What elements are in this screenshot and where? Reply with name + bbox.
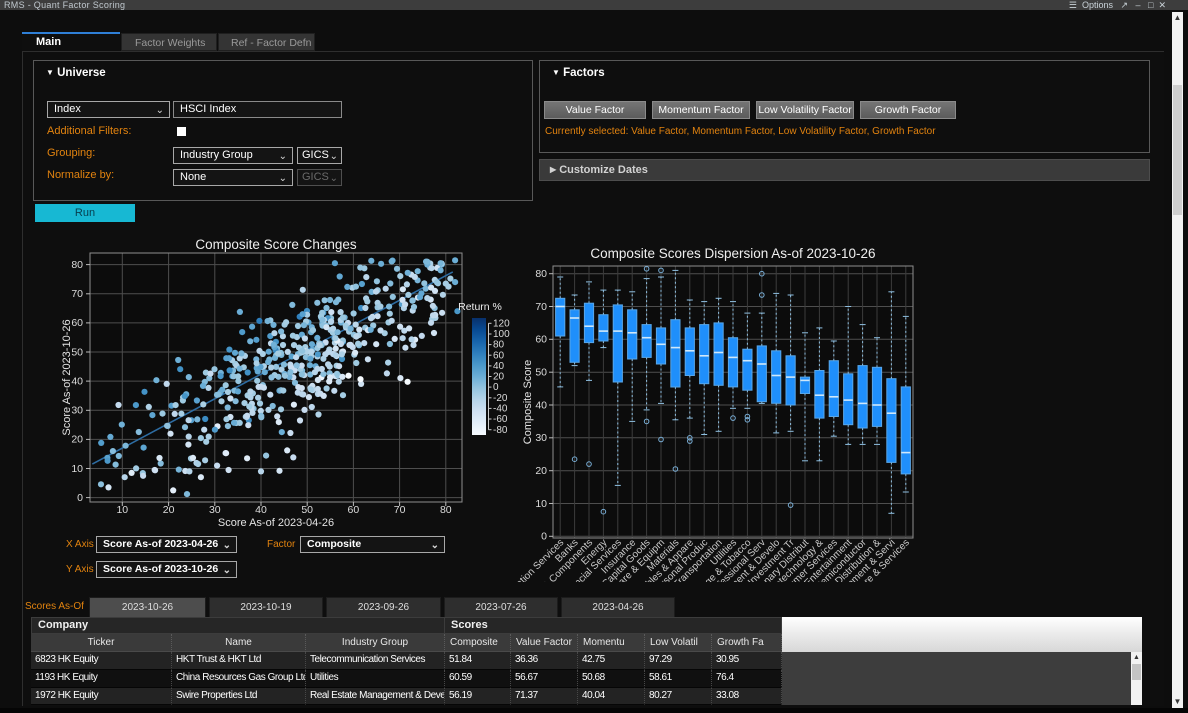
svg-text:20: 20 [535, 465, 547, 477]
svg-text:80: 80 [71, 259, 83, 271]
svg-text:70: 70 [394, 504, 406, 516]
svg-text:20: 20 [71, 434, 83, 446]
svg-text:50: 50 [535, 366, 547, 378]
svg-text:30: 30 [209, 504, 221, 516]
svg-text:10: 10 [71, 463, 83, 475]
svg-text:Return %: Return % [458, 301, 502, 313]
svg-text:30: 30 [535, 432, 547, 444]
svg-text:0: 0 [493, 382, 499, 393]
svg-text:0: 0 [77, 492, 83, 504]
svg-text:50: 50 [301, 504, 313, 516]
svg-text:Composite Score Changes: Composite Score Changes [195, 237, 357, 252]
svg-text:Composite Score: Composite Score [522, 360, 534, 444]
svg-text:80: 80 [493, 340, 505, 351]
svg-text:-80: -80 [493, 425, 508, 436]
svg-text:40: 40 [493, 361, 505, 372]
svg-text:60: 60 [71, 317, 83, 329]
svg-text:50: 50 [71, 346, 83, 358]
svg-text:Score As-of 2023-04-26: Score As-of 2023-04-26 [218, 517, 334, 529]
svg-text:0: 0 [541, 531, 547, 543]
svg-text:60: 60 [348, 504, 360, 516]
svg-text:80: 80 [440, 504, 452, 516]
svg-text:70: 70 [71, 288, 83, 300]
svg-text:60: 60 [535, 334, 547, 346]
svg-text:80: 80 [535, 268, 547, 280]
svg-text:10: 10 [116, 504, 128, 516]
svg-text:40: 40 [535, 399, 547, 411]
svg-text:120: 120 [493, 318, 510, 329]
svg-text:60: 60 [493, 350, 505, 361]
svg-text:100: 100 [493, 329, 510, 340]
svg-text:40: 40 [255, 504, 267, 516]
svg-text:30: 30 [71, 405, 83, 417]
svg-text:40: 40 [71, 375, 83, 387]
svg-text:-40: -40 [493, 404, 508, 415]
svg-text:20: 20 [493, 372, 505, 383]
svg-text:20: 20 [163, 504, 175, 516]
svg-text:10: 10 [535, 498, 547, 510]
svg-text:-60: -60 [493, 414, 508, 425]
svg-text:Composite Scores Dispersion As: Composite Scores Dispersion As-of 2023-1… [590, 246, 875, 261]
svg-text:-20: -20 [493, 393, 508, 404]
svg-text:70: 70 [535, 301, 547, 313]
svg-text:Score As-of 2023-10-26: Score As-of 2023-10-26 [61, 319, 73, 435]
